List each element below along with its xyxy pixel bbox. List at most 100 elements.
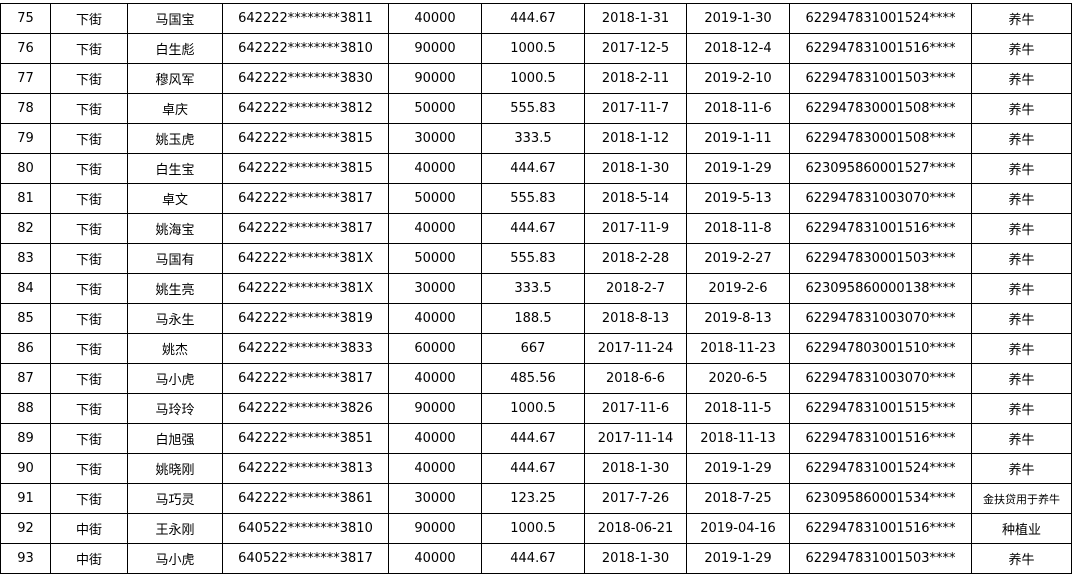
- table-cell: 2018-2-11: [584, 63, 687, 94]
- table-cell: 1000.5: [481, 513, 585, 544]
- table-cell: 78: [0, 93, 51, 124]
- table-cell: 642222********3817: [222, 183, 389, 214]
- table-cell: 642222********3810: [222, 33, 389, 64]
- table-row: 91 下街 马巧灵 642222********3861 30000 123.25 2017…: [0, 483, 1072, 514]
- table-cell: 下街: [50, 63, 128, 94]
- table-cell: 444.67: [481, 453, 585, 484]
- table-cell: 下街: [50, 453, 128, 484]
- table-cell: 2019-1-11: [686, 123, 790, 154]
- table-row: 82 下街 姚海宝 642222********3817 40000 444.67 2017…: [0, 213, 1072, 244]
- table-cell: 75: [0, 3, 51, 34]
- table-cell: 养牛: [971, 213, 1072, 244]
- table-cell: 姚晓刚: [127, 453, 223, 484]
- table-cell: 养牛: [971, 303, 1072, 334]
- table-cell: 83: [0, 243, 51, 274]
- table-cell: 40000: [388, 363, 482, 394]
- table-cell: 马小虎: [127, 543, 223, 574]
- table-cell: 2018-06-21: [584, 513, 687, 544]
- table-cell: 下街: [50, 303, 128, 334]
- table-cell: 养牛: [971, 273, 1072, 304]
- table-row: 78 下街 卓庆 642222********3812 50000 555.83 2017-…: [0, 93, 1072, 124]
- table-row: 89 下街 白旭强 642222********3851 40000 444.67 2017…: [0, 423, 1072, 454]
- table-cell: 333.5: [481, 273, 585, 304]
- table-cell: 444.67: [481, 213, 585, 244]
- table-cell: 88: [0, 393, 51, 424]
- table-cell: 2018-1-31: [584, 3, 687, 34]
- table-cell: 姚玉虎: [127, 123, 223, 154]
- table-cell: 2018-7-25: [686, 483, 790, 514]
- table-cell: 2019-8-13: [686, 303, 790, 334]
- table-cell: 622947830001503****: [789, 243, 972, 274]
- table-cell: 623095860000138****: [789, 273, 972, 304]
- table-cell: 640522********3817: [222, 543, 389, 574]
- table-cell: 下街: [50, 483, 128, 514]
- table-cell: 下街: [50, 153, 128, 184]
- table-body: 75 下街 马国宝 642222********3811 40000 444.67 2018…: [0, 3, 1072, 574]
- table-cell: 50000: [388, 243, 482, 274]
- table-cell: 金扶贷用于养牛: [971, 483, 1072, 514]
- table-row: 93 中街 马小虎 640522********3817 40000 444.67 2018…: [0, 543, 1072, 574]
- table-cell: 1000.5: [481, 393, 585, 424]
- table-cell: 93: [0, 543, 51, 574]
- table-cell: 622947830001508****: [789, 93, 972, 124]
- table-cell: 下街: [50, 3, 128, 34]
- table-cell: 444.67: [481, 153, 585, 184]
- table-cell: 养牛: [971, 333, 1072, 364]
- table-cell: 444.67: [481, 3, 585, 34]
- table-cell: 85: [0, 303, 51, 334]
- table-cell: 50000: [388, 183, 482, 214]
- table-cell: 养牛: [971, 363, 1072, 394]
- table-cell: 76: [0, 33, 51, 64]
- data-table: 75 下街 马国宝 642222********3811 40000 444.67 2018…: [0, 3, 1072, 574]
- table-cell: 王永刚: [127, 513, 223, 544]
- table-row: 76 下街 白生彪 642222********3810 90000 1000.5 2017…: [0, 33, 1072, 64]
- table-cell: 养牛: [971, 423, 1072, 454]
- table-cell: 30000: [388, 273, 482, 304]
- table-cell: 30000: [388, 483, 482, 514]
- table-cell: 白生宝: [127, 153, 223, 184]
- table-cell: 80: [0, 153, 51, 184]
- table-cell: 2019-1-30: [686, 3, 790, 34]
- table-cell: 640522********3810: [222, 513, 389, 544]
- table-cell: 622947831001516****: [789, 33, 972, 64]
- table-cell: 622947803001510****: [789, 333, 972, 364]
- table-cell: 2018-11-23: [686, 333, 790, 364]
- table-cell: 2018-11-8: [686, 213, 790, 244]
- table-cell: 养牛: [971, 123, 1072, 154]
- table-cell: 642222********3819: [222, 303, 389, 334]
- table-cell: 90000: [388, 513, 482, 544]
- table-cell: 2017-11-9: [584, 213, 687, 244]
- table-cell: 333.5: [481, 123, 585, 154]
- table-cell: 90: [0, 453, 51, 484]
- table-cell: 2018-1-30: [584, 543, 687, 574]
- table-cell: 87: [0, 363, 51, 394]
- table-row: 90 下街 姚晓刚 642222********3813 40000 444.67 2018…: [0, 453, 1072, 484]
- table-row: 86 下街 姚杰 642222********3833 60000 667 2017-11-…: [0, 333, 1072, 364]
- table-cell: 622947831001516****: [789, 423, 972, 454]
- table-cell: 2018-2-7: [584, 273, 687, 304]
- table-cell: 555.83: [481, 93, 585, 124]
- table-cell: 养牛: [971, 153, 1072, 184]
- table-cell: 667: [481, 333, 585, 364]
- table-cell: 642222********3817: [222, 363, 389, 394]
- table-cell: 555.83: [481, 183, 585, 214]
- table-cell: 2019-2-27: [686, 243, 790, 274]
- table-cell: 622947831001503****: [789, 543, 972, 574]
- table-cell: 姚生亮: [127, 273, 223, 304]
- table-cell: 642222********3815: [222, 153, 389, 184]
- table-cell: 622947831001515****: [789, 393, 972, 424]
- table-row: 80 下街 白生宝 642222********3815 40000 444.67 2018…: [0, 153, 1072, 184]
- table-cell: 40000: [388, 3, 482, 34]
- table-cell: 2019-1-29: [686, 153, 790, 184]
- table-cell: 485.56: [481, 363, 585, 394]
- table-cell: 2017-11-24: [584, 333, 687, 364]
- table-cell: 2018-1-12: [584, 123, 687, 154]
- table-cell: 40000: [388, 543, 482, 574]
- table-row: 83 下街 马国有 642222********381X 50000 555.83 2018…: [0, 243, 1072, 274]
- table-cell: 中街: [50, 513, 128, 544]
- table-cell: 642222********3826: [222, 393, 389, 424]
- table-cell: 1000.5: [481, 33, 585, 64]
- table-cell: 2018-12-4: [686, 33, 790, 64]
- table-cell: 马永生: [127, 303, 223, 334]
